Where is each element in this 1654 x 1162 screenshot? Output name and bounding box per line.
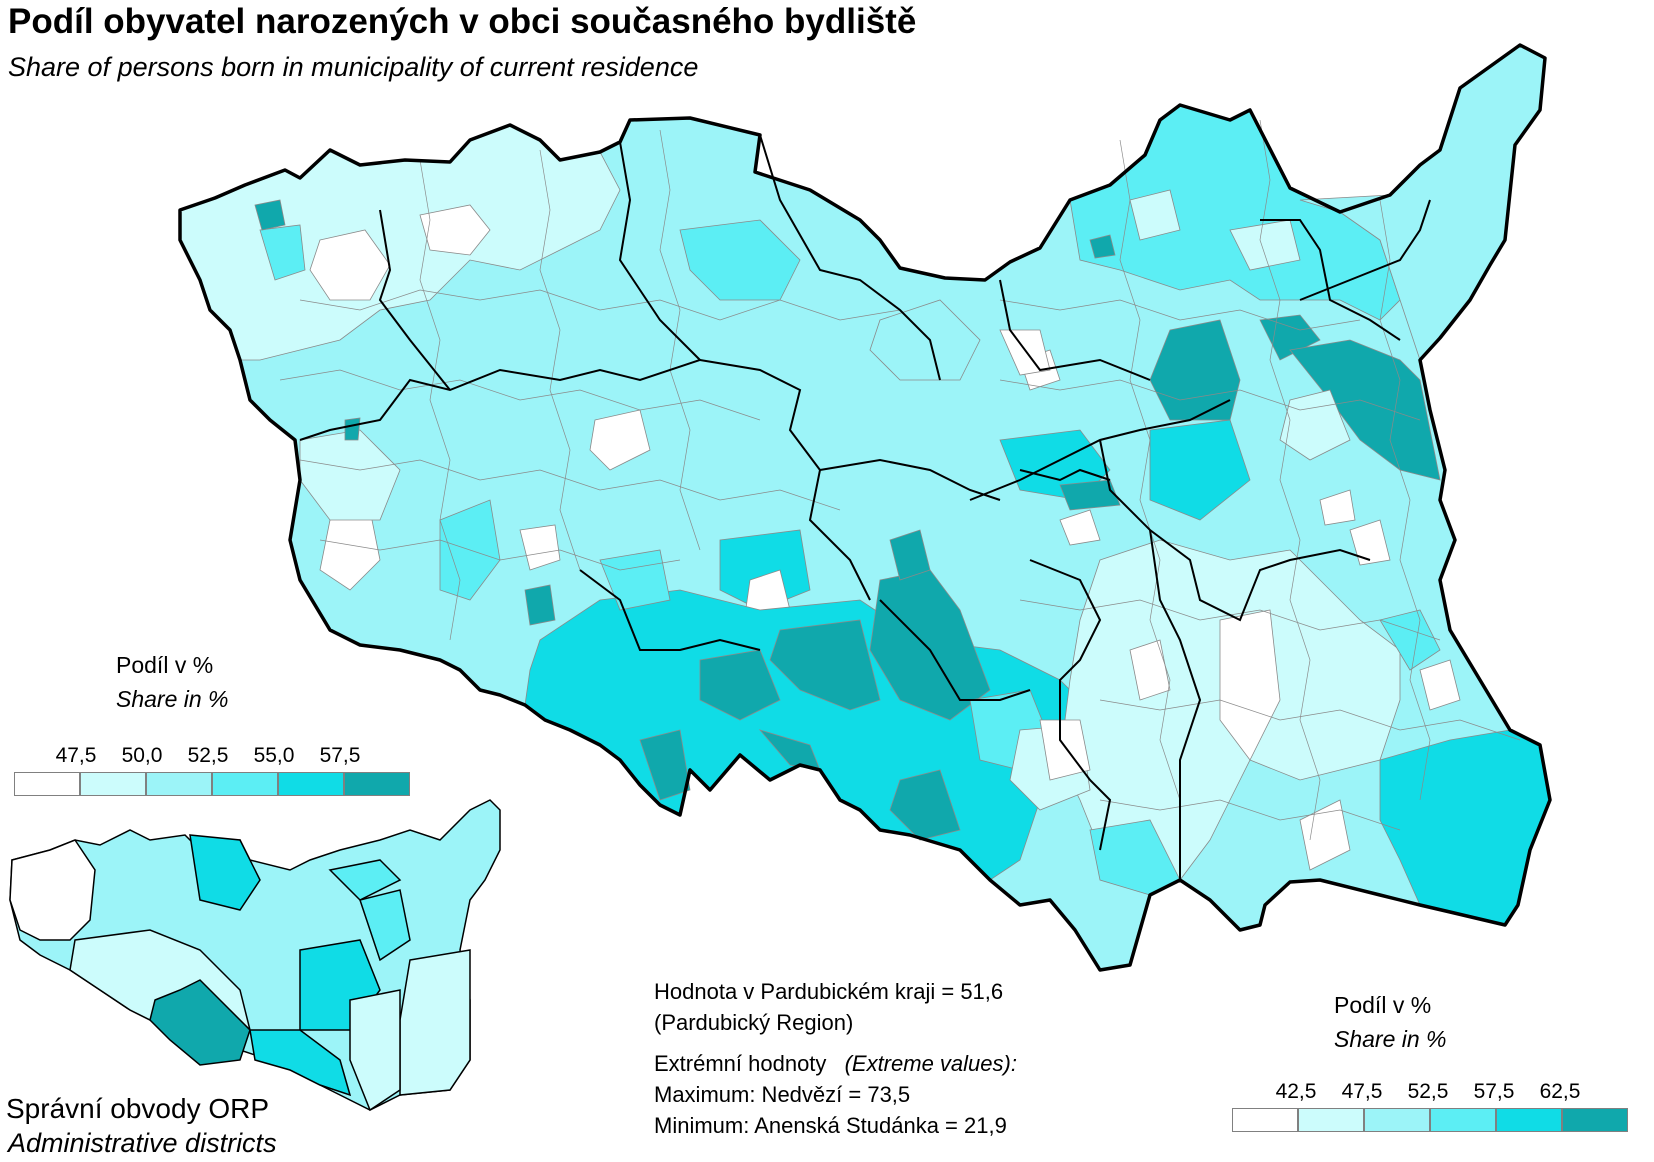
c-dark-8 [524, 584, 556, 626]
south-dark-7 [889, 769, 961, 841]
south-dark-3 [889, 529, 931, 581]
inset-legend-swatch-5 [1562, 1108, 1628, 1132]
main-legend-tick: 55,0 [253, 744, 295, 767]
map-title: Podíl obyvatel narozených v obci současn… [8, 2, 917, 41]
main-legend: 47,5 50,0 52,5 55,0 57,5 [14, 744, 410, 800]
extreme-values-row: Extrémní hodnoty (Extreme values): [654, 1048, 1017, 1079]
inset-legend-tick: 62,5 [1539, 1080, 1581, 1103]
region-value-text: Hodnota v Pardubickém kraji = 51,6 [654, 979, 1004, 1004]
inset-legend-swatch-2 [1364, 1108, 1430, 1132]
inset-legend-tick: 42,5 [1275, 1080, 1317, 1103]
east-white-7 [1299, 799, 1351, 871]
main-legend-swatch-0 [14, 772, 80, 796]
east-white-4 [1129, 639, 1171, 701]
west-dark-1 [254, 199, 286, 231]
region-outline [178, 43, 1552, 972]
c-dark-9 [344, 417, 361, 441]
inset-n-mid [189, 834, 261, 911]
inset-ne-mid [328, 859, 402, 901]
main-legend-swatch-5 [344, 772, 410, 796]
inset-legend-title: Podíl v % [1334, 992, 1432, 1018]
c-white-6 [999, 329, 1051, 376]
main-legend-tick: 57,5 [319, 744, 361, 767]
inset-w-white [9, 839, 96, 941]
east-white-6 [1349, 519, 1391, 566]
inset-subtitle: Administrative districts [8, 1128, 277, 1158]
ne-dark-5 [1089, 234, 1116, 259]
municipality-lines [279, 119, 1521, 841]
inset-e-light [399, 949, 471, 1096]
ne-white-2 [1319, 489, 1356, 526]
west-white-2 [419, 204, 491, 256]
south-dark-1 [769, 619, 881, 711]
ne-light-3 [1229, 219, 1301, 271]
c-mid-10 [599, 549, 671, 611]
region-name-text: (Pardubický Region) [654, 1010, 854, 1035]
east-mid-1 [1149, 419, 1251, 521]
c-light-5 [869, 299, 981, 381]
main-legend-tick: 47,5 [55, 744, 97, 767]
east-white-1 [1219, 609, 1281, 761]
extreme-label: Extrémní hodnoty [654, 1051, 827, 1076]
main-legend-tick: 52,5 [187, 744, 229, 767]
east-white-3 [1039, 719, 1091, 781]
main-legend-title: Podíl v % [116, 652, 214, 678]
west-mid-1 [259, 224, 306, 281]
east-white-5 [1419, 659, 1461, 711]
district-boundaries [299, 134, 1431, 880]
south-dark-4 [699, 649, 781, 721]
inset-legend-swatch-0 [1232, 1108, 1298, 1132]
inset-legend-subtitle: Share in % [1334, 1026, 1447, 1052]
inset-c-mid2 [359, 889, 411, 962]
inset-title: Správní obvody ORP [6, 1093, 270, 1124]
c-white-7 [1059, 509, 1101, 546]
minimum-text: Minimum: Anenská Studánka = 21,9 [654, 1113, 1007, 1138]
inset-legend-swatch-1 [1298, 1108, 1364, 1132]
info-block: Hodnota v Pardubickém kraji = 51,6 (Pard… [654, 976, 1017, 1141]
inset-legend-tick: 52,5 [1407, 1080, 1449, 1103]
inset-s-mid [249, 1029, 352, 1097]
ne-light-4 [1129, 189, 1181, 241]
main-legend-swatch-1 [80, 772, 146, 796]
inset-legend-tick: 57,5 [1473, 1080, 1515, 1103]
inset-legend: 42,5 47,5 52,5 57,5 62,5 [1232, 1080, 1628, 1138]
west-white-1 [309, 229, 391, 301]
inset-se-light [349, 989, 401, 1112]
ne-dark-2 [1259, 314, 1321, 361]
west-white-4 [589, 409, 651, 471]
south-dark-5 [639, 729, 691, 801]
main-legend-tick: 50,0 [121, 744, 163, 767]
main-legend-swatch-2 [146, 772, 212, 796]
inset-legend-swatch-3 [1430, 1108, 1496, 1132]
ne-dark-3 [1289, 339, 1441, 481]
inset-dark [149, 979, 251, 1066]
south-dark-2 [869, 569, 991, 721]
inset-legend-swatch-4 [1496, 1108, 1562, 1132]
main-legend-subtitle: Share in % [116, 686, 229, 712]
inset-map [9, 799, 501, 1112]
inset-legend-tick: 47,5 [1341, 1080, 1383, 1103]
map-subtitle: Share of persons born in municipality of… [8, 52, 699, 82]
extreme-label-en: (Extreme values): [844, 1051, 1017, 1076]
west-white-5 [519, 524, 561, 571]
main-legend-swatch-3 [212, 772, 278, 796]
main-legend-swatch-4 [278, 772, 344, 796]
ne-light-2 [1279, 389, 1351, 461]
ne-dark-4 [1059, 479, 1121, 511]
maximum-text: Maximum: Nedvězí = 73,5 [654, 1082, 911, 1107]
